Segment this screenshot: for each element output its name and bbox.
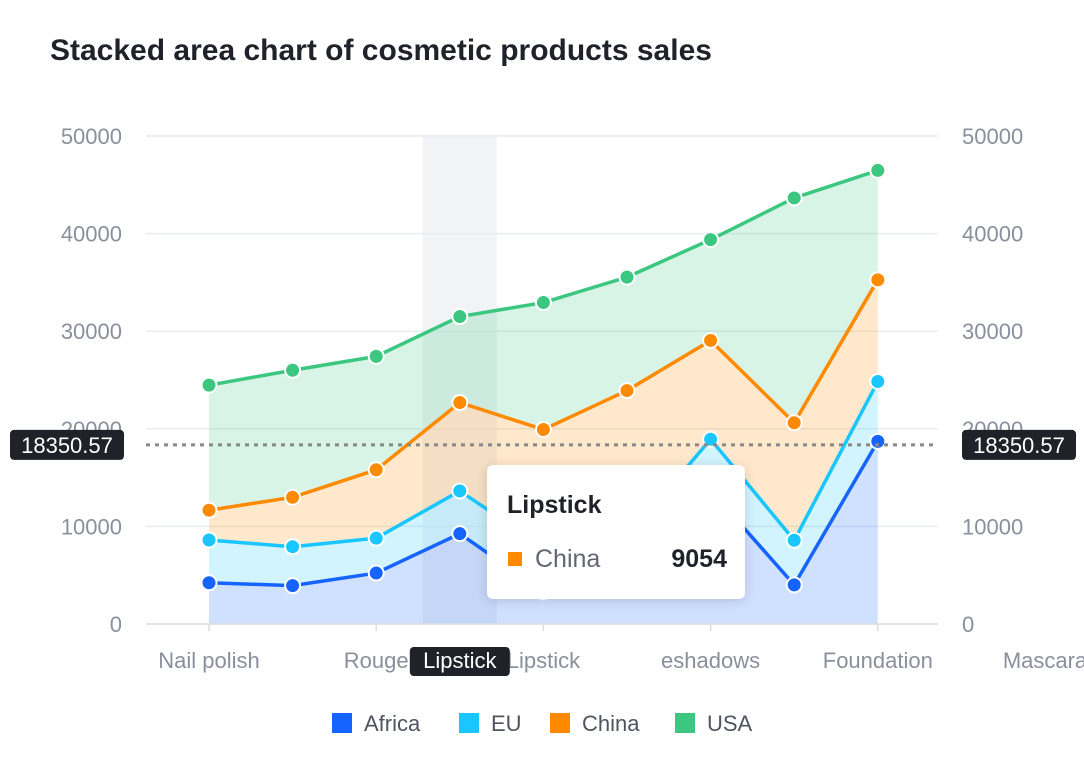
point-usa[interactable] [200,376,218,394]
crosshair-label-right-bg [962,429,1076,460]
point-china[interactable] [534,421,552,439]
point-china[interactable] [200,501,218,519]
legend-marker-china[interactable] [550,713,570,733]
point-africa[interactable] [785,576,803,594]
tooltip-series-value: 9054 [671,545,727,573]
y-tick-label-left: 0 [110,612,122,637]
y-tick-label-right: 40000 [962,222,1023,247]
point-china[interactable] [869,271,887,289]
area-usa [209,170,878,511]
tooltip-title: Lipstick [507,491,602,519]
point-usa[interactable] [702,231,720,249]
y-tick-label-left: 10000 [61,514,122,539]
point-africa[interactable] [200,574,218,592]
point-china[interactable] [702,331,720,349]
point-africa[interactable] [284,577,302,595]
point-eu[interactable] [284,538,302,556]
y-tick-label-left: 30000 [61,319,122,344]
point-china[interactable] [284,488,302,506]
y-tick-label-left: 50000 [61,124,122,149]
point-eu[interactable] [869,373,887,391]
tooltip-series-name: China [535,545,601,573]
x-tick-label: Mascara [1003,648,1084,673]
point-china[interactable] [618,382,636,400]
legend-label-usa[interactable]: USA [707,711,753,736]
y-tick-label-right: 30000 [962,319,1023,344]
x-tick-label: Lipstick [507,648,581,673]
point-usa[interactable] [367,347,385,365]
point-china[interactable] [785,414,803,432]
point-eu[interactable] [200,531,218,549]
y-tick-label-right: 0 [962,612,974,637]
point-usa[interactable] [284,361,302,379]
legend-label-china[interactable]: China [582,711,640,736]
point-eu[interactable] [367,529,385,547]
point-eu[interactable] [451,482,469,500]
point-usa[interactable] [618,268,636,286]
x-tick-label: eshadows [661,648,760,673]
point-china[interactable] [367,461,385,479]
legend-marker-usa[interactable] [675,713,695,733]
point-africa[interactable] [869,432,887,450]
chart-title: Stacked area chart of cosmetic products … [50,34,712,67]
point-china[interactable] [451,394,469,412]
legend-marker-africa[interactable] [332,713,352,733]
tooltip: Lipstick China 9054 [487,465,745,599]
x-tick-label: Foundation [823,648,933,673]
point-usa[interactable] [534,294,552,312]
point-eu[interactable] [785,531,803,549]
legend-label-africa[interactable]: Africa [364,711,421,736]
crosshair-label-right: 18350.57 [973,433,1065,458]
x-tick-label: Rouge [344,648,409,673]
y-tick-label-right: 10000 [962,514,1023,539]
y-tick-label-left: 40000 [61,222,122,247]
legend-label-eu[interactable]: EU [491,711,522,736]
point-eu[interactable] [702,430,720,448]
crosshair-x-label: Lipstick [423,648,497,673]
crosshair-label-left-bg [10,429,124,460]
point-usa[interactable] [451,308,469,326]
legend-marker-eu[interactable] [459,713,479,733]
tooltip-series-marker [508,552,522,566]
point-africa[interactable] [367,564,385,582]
y-tick-label-right: 50000 [962,124,1023,149]
point-usa[interactable] [785,189,803,207]
x-tick-label: Nail polish [158,648,260,673]
crosshair-label-left: 18350.57 [21,433,113,458]
crosshair-x-label-bg [409,647,510,676]
point-africa[interactable] [451,525,469,543]
hover-band [422,136,497,624]
point-usa[interactable] [869,161,887,179]
